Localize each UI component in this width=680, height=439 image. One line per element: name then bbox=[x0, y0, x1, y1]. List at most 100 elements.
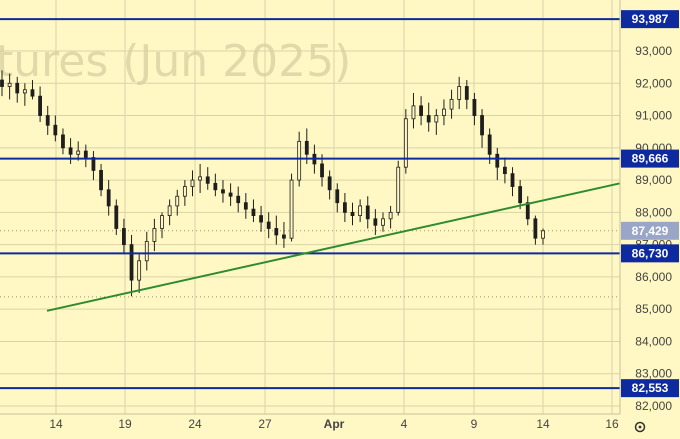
candle-body bbox=[182, 186, 187, 197]
candle-body bbox=[205, 176, 210, 184]
level-label: 86,730 bbox=[632, 246, 669, 260]
candle-body bbox=[457, 86, 462, 100]
level-label: 89,666 bbox=[632, 152, 669, 166]
x-tick-label: 27 bbox=[258, 417, 272, 431]
candle-body bbox=[350, 211, 355, 216]
candle-body bbox=[190, 179, 195, 187]
candle-body bbox=[228, 192, 233, 197]
gear-icon[interactable] bbox=[634, 421, 646, 433]
candle-body bbox=[53, 124, 58, 136]
y-tick-label: 86,000 bbox=[635, 270, 672, 284]
level-label: 93,987 bbox=[632, 12, 669, 26]
candle-body bbox=[106, 189, 111, 207]
candle-body bbox=[282, 234, 286, 239]
candle-body bbox=[495, 153, 500, 168]
candle-body bbox=[30, 89, 35, 97]
candle-body bbox=[76, 150, 81, 155]
y-tick-label: 85,000 bbox=[635, 302, 672, 316]
level-label-bg bbox=[621, 149, 679, 168]
x-tick-label: 9 bbox=[471, 417, 478, 431]
candle-body bbox=[297, 140, 302, 181]
candle-body bbox=[480, 115, 484, 136]
candle-body bbox=[419, 105, 423, 116]
candle-body bbox=[442, 108, 446, 116]
candle-body bbox=[426, 115, 431, 123]
y-tick-label: 93,000 bbox=[635, 44, 672, 58]
candle-body bbox=[464, 86, 469, 100]
candle-body bbox=[518, 186, 523, 204]
candle-body bbox=[533, 218, 538, 239]
x-tick-label: 14 bbox=[49, 417, 63, 431]
price-axis[interactable]: 82,00083,00084,00085,00086,00087,00088,0… bbox=[635, 44, 672, 413]
candle-body bbox=[83, 150, 88, 158]
candle-body bbox=[487, 134, 492, 155]
candle-body bbox=[38, 95, 42, 116]
candle-body bbox=[289, 179, 294, 239]
x-tick-label: 24 bbox=[188, 417, 202, 431]
candle-body bbox=[7, 82, 12, 87]
candle-body bbox=[373, 218, 378, 226]
x-tick-label: 14 bbox=[536, 417, 550, 431]
candle-body bbox=[327, 176, 332, 191]
current-price-label: 87,429 bbox=[632, 224, 669, 238]
candles[interactable] bbox=[0, 70, 545, 297]
y-tick-label: 92,000 bbox=[635, 76, 672, 90]
trendline-group[interactable] bbox=[46, 182, 621, 312]
y-tick-label: 91,000 bbox=[635, 109, 672, 123]
watermark: tures (Jun 2025) bbox=[0, 36, 351, 87]
time-axis[interactable]: 14 19 24 27 Apr 4 9 14 16 bbox=[49, 417, 619, 431]
level-label-bg bbox=[621, 379, 679, 398]
y-tick-label: 84,000 bbox=[635, 334, 672, 348]
candle-body bbox=[525, 202, 530, 220]
dotted-levels bbox=[0, 230, 620, 298]
gear-icon-center bbox=[638, 425, 642, 429]
candle-body bbox=[342, 202, 347, 213]
candle-body bbox=[91, 157, 96, 171]
candle-body bbox=[236, 195, 241, 204]
candle-body bbox=[411, 105, 416, 120]
settings-button[interactable] bbox=[626, 418, 654, 436]
candle-body bbox=[304, 140, 309, 155]
candle-body bbox=[213, 182, 218, 191]
candle-body bbox=[358, 205, 363, 216]
candle-body bbox=[152, 228, 157, 242]
candle-body bbox=[320, 163, 324, 178]
candle-body bbox=[175, 195, 180, 207]
price-labels: 93,987 89,666 86,730 82,553 87,429 bbox=[621, 10, 679, 398]
y-tick-label: 82,000 bbox=[635, 399, 672, 413]
candle-body bbox=[434, 115, 439, 123]
candle-body bbox=[22, 89, 27, 94]
candle-body bbox=[122, 228, 126, 246]
current-price-label-bg bbox=[621, 221, 679, 240]
candle-body bbox=[0, 79, 4, 87]
candle-body bbox=[160, 215, 164, 229]
candle-body bbox=[15, 82, 20, 94]
candle-body bbox=[403, 118, 408, 168]
y-tick-label: 88,000 bbox=[635, 205, 672, 219]
x-tick-label: 16 bbox=[605, 417, 619, 431]
candle-body bbox=[335, 189, 340, 204]
candle-body bbox=[510, 173, 515, 187]
grid bbox=[0, 0, 620, 414]
candle-body bbox=[243, 202, 248, 210]
candle-body bbox=[137, 260, 142, 281]
trendline[interactable] bbox=[46, 182, 621, 312]
candle-body bbox=[274, 228, 279, 236]
candle-body bbox=[266, 221, 271, 229]
candle-body bbox=[251, 208, 256, 216]
x-tick-label: Apr bbox=[324, 417, 345, 431]
candle-body bbox=[449, 99, 454, 110]
y-tick-label: 83,000 bbox=[635, 367, 672, 381]
candle-body bbox=[472, 99, 477, 116]
x-tick-label: 19 bbox=[118, 417, 132, 431]
candle-body bbox=[61, 134, 65, 149]
candle-body bbox=[503, 166, 507, 175]
horizontal-levels[interactable] bbox=[0, 18, 620, 390]
candle-body bbox=[381, 218, 385, 226]
candle-body bbox=[259, 215, 263, 223]
candle-body bbox=[144, 241, 149, 262]
level-label: 82,553 bbox=[632, 381, 669, 395]
